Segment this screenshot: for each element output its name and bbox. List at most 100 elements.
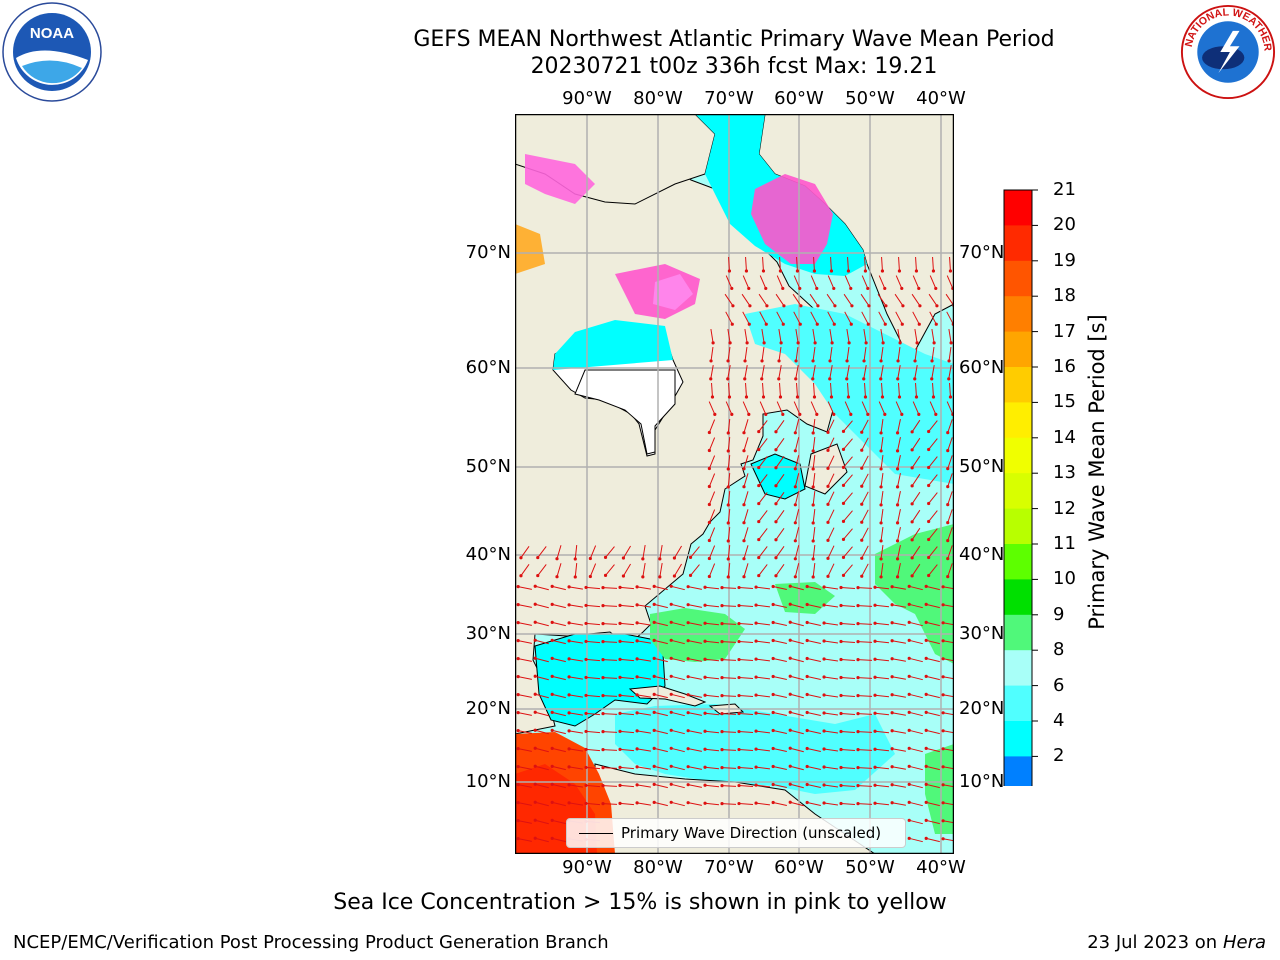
wave-arrow-head — [895, 431, 900, 435]
sea-ice-foxe — [653, 274, 693, 310]
wave-arrow-head — [879, 359, 883, 363]
wave-arrow-head — [686, 801, 690, 805]
wave-arrow-head — [860, 484, 864, 488]
wave-arrow-head — [811, 449, 815, 453]
wave-direction-arrow — [926, 657, 940, 663]
wave-arrow-head — [890, 711, 894, 715]
wave-arrow-head — [941, 747, 945, 751]
wave-direction-arrow — [826, 293, 836, 307]
wave-arrow-head — [856, 730, 860, 734]
wave-arrow-head — [941, 783, 945, 787]
wave-arrow-head — [805, 638, 809, 643]
wave-arrow-head — [641, 575, 645, 579]
wave-arrow-head — [720, 586, 724, 590]
wave-arrow-head — [941, 603, 945, 607]
wave-direction-arrow — [738, 641, 754, 643]
wave-arrow-head — [884, 304, 888, 308]
wave-arrow-head — [860, 466, 864, 470]
wave-arrow-head — [703, 801, 707, 805]
wave-direction-arrow — [857, 713, 873, 715]
wave-direction-arrow — [688, 784, 702, 788]
wave-arrow-head — [652, 692, 656, 696]
wave-arrow-head — [567, 675, 571, 679]
wave-arrow-head — [516, 585, 520, 589]
wave-direction-arrow — [773, 658, 787, 662]
wave-direction-arrow — [897, 455, 901, 469]
wave-direction-arrow — [671, 693, 685, 699]
wave-direction-arrow — [790, 765, 804, 771]
wave-arrow-head — [866, 412, 870, 417]
wave-arrow-head — [774, 520, 778, 524]
wave-direction-arrow — [659, 545, 663, 559]
wave-direction-arrow — [846, 365, 850, 379]
wave-direction-arrow — [619, 694, 635, 698]
wave-direction-arrow — [755, 622, 771, 626]
wave-direction-arrow — [552, 621, 566, 627]
wave-direction-arrow — [892, 640, 906, 644]
wave-arrow-head — [601, 802, 605, 806]
wave-arrow-head — [924, 638, 928, 642]
wave-arrow-head — [533, 710, 537, 714]
wave-direction-arrow — [843, 546, 853, 558]
wave-direction-arrow — [619, 586, 635, 590]
wave-arrow-head — [910, 520, 914, 524]
wave-arrow-head — [924, 782, 928, 786]
wave-arrow-head — [516, 801, 520, 805]
wave-direction-arrow — [585, 748, 601, 752]
wave-arrow-head — [536, 555, 540, 560]
wave-arrow-head — [898, 341, 902, 345]
wave-direction-arrow — [931, 346, 935, 362]
wave-arrow-head — [788, 656, 792, 660]
wave-arrow-head — [601, 748, 605, 752]
latitude-label-left: 70°N — [465, 242, 511, 263]
wave-arrow-head — [822, 729, 826, 733]
colorbar-tick-label: 6 — [1053, 674, 1065, 696]
wave-direction-arrow — [725, 311, 733, 325]
wave-arrow-head — [910, 466, 914, 470]
wave-direction-arrow — [948, 365, 952, 379]
wave-direction-arrow — [807, 621, 821, 627]
wave-direction-arrow — [704, 766, 720, 770]
wave-arrow-head — [832, 286, 836, 291]
wave-direction-arrow — [840, 785, 856, 787]
wave-direction-arrow — [619, 712, 635, 716]
wave-arrow-head — [774, 556, 778, 560]
wave-arrow-head — [795, 395, 800, 399]
wave-direction-arrow — [518, 622, 532, 626]
wave-arrow-head — [658, 557, 662, 561]
wave-arrow-head — [567, 801, 571, 805]
wave-direction-arrow — [535, 819, 549, 825]
wave-arrow-head — [555, 557, 559, 561]
wave-arrow-head — [805, 602, 809, 607]
wave-direction-arrow — [949, 256, 951, 272]
wave-arrow-head — [941, 765, 945, 769]
wave-direction-arrow — [840, 659, 856, 661]
wave-arrow-head — [601, 730, 605, 734]
wave-direction-arrow — [947, 545, 953, 559]
wave-direction-arrow — [569, 694, 583, 698]
wave-arrow-head — [907, 584, 911, 588]
wave-arrow-head — [669, 584, 673, 588]
wave-arrow-head — [669, 620, 673, 624]
wave-arrow-head — [948, 269, 953, 273]
wave-arrow-head — [533, 728, 537, 732]
wave-arrow-head — [730, 412, 734, 417]
wave-direction-arrow — [637, 658, 651, 662]
colorbar-tick-label: 15 — [1053, 391, 1076, 413]
wave-arrow-head — [793, 575, 797, 579]
wave-arrow-head — [754, 801, 758, 805]
wave-arrow-head — [635, 693, 639, 697]
wave-direction-arrow — [619, 802, 635, 806]
hudson-bay-inner — [574, 369, 676, 455]
wave-direction-arrow — [823, 658, 839, 662]
wave-direction-arrow — [758, 420, 768, 432]
wave-arrow-head — [727, 269, 732, 273]
wave-arrow-head — [757, 447, 761, 452]
wave-arrow-head — [669, 782, 673, 786]
wave-direction-arrow — [518, 748, 532, 752]
wave-direction-arrow — [807, 747, 821, 753]
map-title: GEFS MEAN Northwest Atlantic Primary Wav… — [413, 27, 1055, 52]
wave-arrow-head — [860, 574, 864, 578]
wave-arrow-head — [730, 322, 734, 326]
wave-direction-arrow — [861, 473, 869, 487]
